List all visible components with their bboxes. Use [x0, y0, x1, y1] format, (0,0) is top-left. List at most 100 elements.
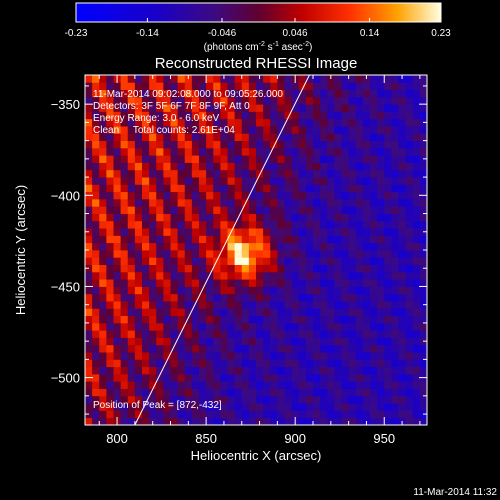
- heatmap-cell: [263, 279, 271, 287]
- heatmap-cell: [348, 359, 357, 368]
- heatmap-cell: [355, 147, 364, 156]
- heatmap-cell: [256, 96, 264, 105]
- heatmap-cell: [163, 111, 171, 120]
- heatmap-cell: [134, 417, 143, 425]
- heatmap-cell: [163, 104, 171, 112]
- heatmap-cell: [92, 308, 100, 317]
- heatmap-cell: [341, 388, 350, 397]
- heatmap-cell: [277, 250, 285, 258]
- heatmap-cell: [199, 271, 207, 280]
- heatmap-cell: [305, 169, 314, 178]
- heatmap-cell: [384, 89, 392, 98]
- heatmap-cell: [191, 337, 200, 346]
- heatmap-cell: [156, 89, 164, 98]
- heatmap-cell: [327, 410, 335, 419]
- heatmap-cell: [370, 206, 378, 214]
- heatmap-cell: [170, 126, 179, 134]
- heatmap-cell: [405, 177, 414, 185]
- heatmap-cell: [206, 250, 214, 258]
- heatmap-cell: [113, 344, 122, 353]
- heatmap-cell: [412, 220, 421, 229]
- heatmap-cell: [227, 220, 236, 229]
- heatmap-cell: [206, 257, 214, 265]
- heatmap-cell: [298, 388, 307, 397]
- heatmap-cell: [341, 147, 350, 156]
- heatmap-cell: [191, 293, 200, 302]
- heatmap-cell: [355, 111, 364, 120]
- heatmap-cell: [120, 301, 129, 309]
- heatmap-cell: [85, 111, 93, 120]
- heatmap-cell: [163, 359, 171, 368]
- heatmap-cell: [163, 395, 171, 404]
- heatmap-cell: [256, 133, 264, 142]
- heatmap-cell: [341, 89, 350, 98]
- heatmap-cell: [405, 82, 414, 90]
- heatmap-cell: [313, 96, 321, 105]
- heatmap-cell: [277, 235, 285, 244]
- heatmap-cell: [92, 359, 100, 368]
- heatmap-cell: [270, 388, 278, 397]
- heatmap-cell: [355, 330, 364, 338]
- heatmap-cell: [99, 111, 107, 120]
- heatmap-cell: [305, 381, 314, 389]
- heatmap-cell: [327, 308, 335, 317]
- heatmap-cell: [142, 257, 150, 265]
- heatmap-cell: [313, 235, 321, 244]
- heatmap-cell: [313, 359, 321, 368]
- heatmap-cell: [241, 286, 250, 295]
- heatmap-cell: [92, 293, 100, 302]
- heatmap-cell: [177, 191, 186, 200]
- heatmap-cell: [149, 235, 157, 244]
- heatmap-cell: [156, 330, 164, 338]
- heatmap-cell: [277, 337, 285, 346]
- heatmap-cell: [298, 257, 307, 265]
- heatmap-cell: [199, 184, 207, 193]
- heatmap-cell: [248, 89, 257, 98]
- heatmap-cell: [412, 213, 421, 222]
- heatmap-cell: [199, 257, 207, 265]
- heatmap-cell: [134, 82, 143, 90]
- heatmap-cell: [113, 308, 122, 317]
- heatmap-cell: [227, 162, 236, 171]
- heatmap-cell: [405, 344, 414, 353]
- heatmap-cell: [134, 293, 143, 302]
- heatmap-cell: [284, 257, 293, 265]
- heatmap-cell: [85, 271, 93, 280]
- heatmap-cell: [99, 286, 107, 295]
- heatmap-cell: [263, 388, 271, 397]
- heatmap-cell: [384, 286, 392, 295]
- heatmap-cell: [127, 403, 136, 411]
- heatmap-cell: [256, 315, 264, 324]
- heatmap-cell: [206, 111, 214, 120]
- heatmap-cell: [191, 147, 200, 156]
- heatmap-cell: [85, 89, 93, 98]
- heatmap-cell: [277, 169, 285, 178]
- heatmap-cell: [384, 213, 392, 222]
- heatmap-cell: [348, 82, 357, 90]
- heatmap-cell: [241, 155, 250, 163]
- heatmap-cell: [199, 155, 207, 163]
- heatmap-cell: [156, 286, 164, 295]
- heatmap-cell: [341, 293, 350, 302]
- heatmap-cell: [256, 126, 264, 134]
- heatmap-cell: [348, 133, 357, 142]
- heatmap-cell: [163, 184, 171, 193]
- heatmap-cell: [241, 308, 250, 317]
- heatmap-cell: [370, 118, 378, 127]
- heatmap-cell: [127, 104, 136, 112]
- heatmap-cell: [305, 359, 314, 368]
- heatmap-cell: [206, 301, 214, 309]
- heatmap-cell: [377, 96, 385, 105]
- heatmap-cell: [227, 75, 236, 83]
- heatmap-cell: [334, 337, 342, 346]
- heatmap-cell: [85, 198, 93, 207]
- heatmap-cell: [241, 366, 250, 375]
- heatmap-cell: [341, 75, 350, 83]
- heatmap-cell: [398, 82, 407, 90]
- heatmap-cell: [92, 111, 100, 120]
- heatmap-cell: [370, 359, 378, 368]
- heatmap-cell: [134, 264, 143, 273]
- heatmap-cell: [199, 359, 207, 368]
- heatmap-cell: [241, 228, 250, 236]
- heatmap-cell: [248, 352, 257, 360]
